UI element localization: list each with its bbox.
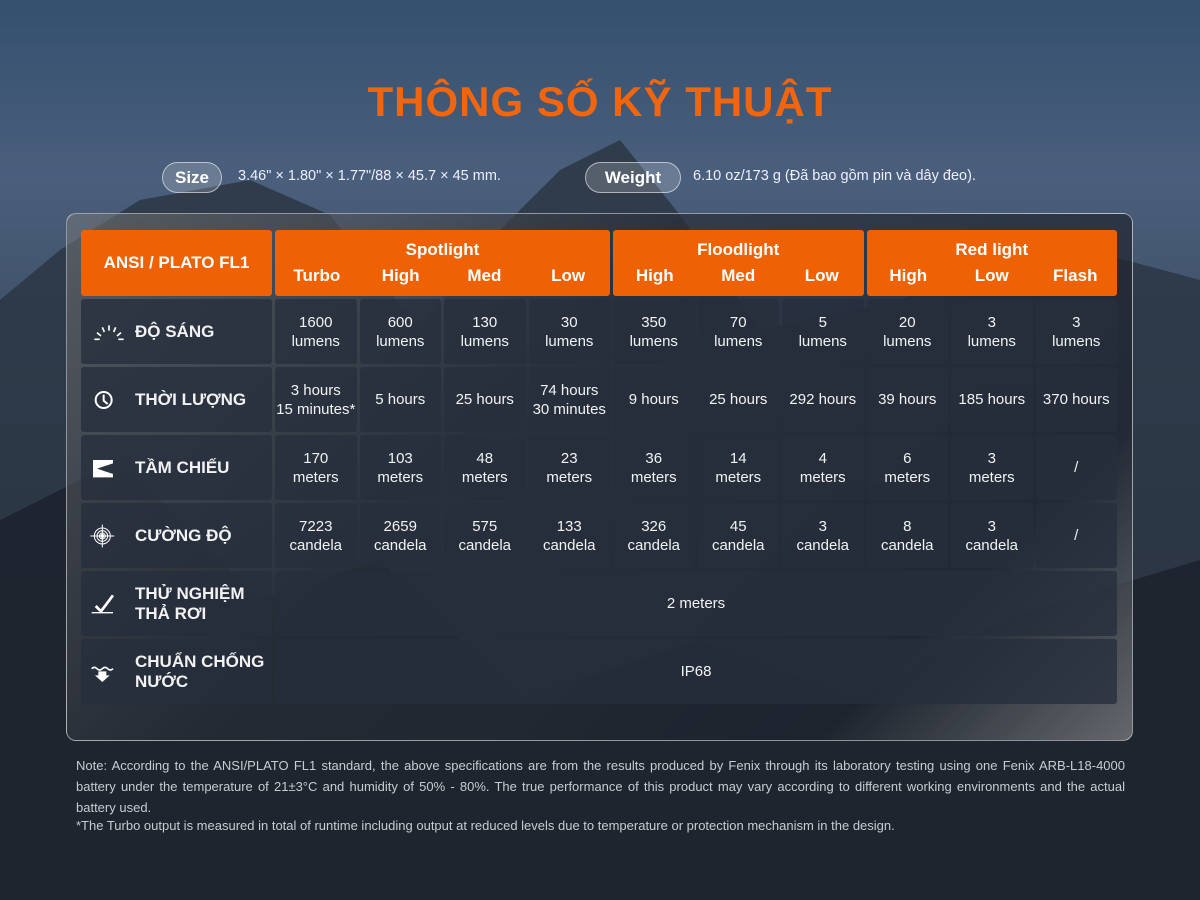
table-cell: 25 hours bbox=[444, 367, 526, 432]
table-cell: 370 hours bbox=[1035, 367, 1117, 432]
note: Note: According to the ANSI/PLATO FL1 st… bbox=[76, 758, 1125, 815]
table-cell: 3 lumens bbox=[1035, 299, 1117, 364]
row-label-text: ĐỘ SÁNG bbox=[135, 321, 215, 341]
impact-value: 2 meters bbox=[275, 571, 1117, 636]
mode-label: High bbox=[635, 266, 674, 285]
table-cell: 25 hours bbox=[697, 367, 779, 432]
row-label: TẦM CHIẾU bbox=[81, 435, 272, 500]
table-cell: 103 meters bbox=[359, 435, 441, 500]
clock-icon bbox=[94, 390, 113, 409]
mode-label: Low bbox=[551, 266, 586, 285]
table-cell: 170 meters bbox=[275, 435, 357, 500]
table-cell: 2659 candela bbox=[359, 503, 441, 568]
table-cell: 185 hours bbox=[951, 367, 1033, 432]
mode-label: High bbox=[381, 266, 420, 285]
row-label-text: CƯỜNG ĐỘ bbox=[135, 525, 232, 545]
row-label-text: CHUẨN CHỐNG NƯỚC bbox=[135, 651, 265, 691]
drop-test-icon bbox=[91, 594, 115, 613]
mode-label: Flash bbox=[1053, 266, 1098, 285]
table-cell: 23 meters bbox=[528, 435, 610, 500]
header-group-floodlight: Floodlight High Med Low bbox=[613, 230, 864, 296]
mode-label: Low bbox=[974, 266, 1009, 285]
table-cell: 3 candela bbox=[782, 503, 864, 568]
table-cell: 45 candela bbox=[697, 503, 779, 568]
group-title: Red light bbox=[955, 240, 1029, 259]
mode-labels: High Low Flash bbox=[867, 266, 1118, 286]
table-cell: 14 meters bbox=[697, 435, 779, 500]
table-cell: 36 meters bbox=[613, 435, 695, 500]
mode-label: Turbo bbox=[293, 266, 341, 285]
table-cell: 30 lumens bbox=[528, 299, 610, 364]
weight-value: 6.10 oz/173 g (Đã bao gồm pin và dây đeo… bbox=[693, 168, 976, 184]
header-group-red-light: Red light High Low Flash bbox=[866, 230, 1118, 296]
header-group-spotlight: Spotlight Turbo High Med Low bbox=[275, 230, 610, 296]
mode-labels: Turbo High Med Low bbox=[275, 266, 610, 286]
row-label: THỜI LƯỢNG bbox=[81, 367, 272, 432]
mode-label: Low bbox=[804, 266, 839, 285]
beam-distance-icon bbox=[93, 459, 113, 477]
mode-label: High bbox=[889, 266, 928, 285]
weight-label: Weight bbox=[585, 162, 681, 193]
table-cell: 74 hours 30 minutes bbox=[528, 367, 610, 432]
size-label: Size bbox=[162, 162, 222, 193]
table-cell: 7223 candela bbox=[275, 503, 357, 568]
table-cell: 350 lumens bbox=[613, 299, 695, 364]
row-label-text: THỜI LƯỢNG bbox=[135, 389, 247, 409]
table-cell: 70 lumens bbox=[697, 299, 779, 364]
row-label-text: TẦM CHIẾU bbox=[135, 457, 230, 477]
table-cell: 6 meters bbox=[866, 435, 948, 500]
mode-label: Med bbox=[721, 266, 756, 285]
table-cell: 3 lumens bbox=[951, 299, 1033, 364]
page-title: THÔNG SỐ KỸ THUẬT bbox=[367, 78, 833, 125]
row-label: CHUẨN CHỐNG NƯỚC bbox=[81, 639, 272, 704]
group-title: Spotlight bbox=[405, 240, 480, 259]
size-value: 3.46" × 1.80" × 1.77"/88 × 45.7 × 45 mm. bbox=[238, 168, 501, 184]
mode-label: Med bbox=[467, 266, 502, 285]
target-icon bbox=[90, 524, 115, 547]
table-cell: 3 hours 15 minutes* bbox=[275, 367, 357, 432]
table-cell: 292 hours bbox=[782, 367, 864, 432]
table-cell: 3 candela bbox=[951, 503, 1033, 568]
row-label: THỬ NGHIỆM THẢ RƠI bbox=[81, 571, 272, 636]
table-cell: 133 candela bbox=[528, 503, 610, 568]
table-cell: / bbox=[1035, 503, 1117, 568]
table-cell: 20 lumens bbox=[866, 299, 948, 364]
mode-labels: High Med Low bbox=[613, 266, 864, 286]
sun-rays-icon bbox=[94, 324, 124, 340]
table-cell: 600 lumens bbox=[359, 299, 441, 364]
table-cell: 3 meters bbox=[951, 435, 1033, 500]
row-label: CƯỜNG ĐỘ bbox=[81, 503, 272, 568]
table-cell: 5 hours bbox=[359, 367, 441, 432]
table-cell: 39 hours bbox=[866, 367, 948, 432]
spec-table: ANSI / PLATO FL1 Spotlight Turbo High Med Lo… bbox=[81, 230, 1117, 704]
table-cell: 575 candela bbox=[444, 503, 526, 568]
row-label: ĐỘ SÁNG bbox=[81, 299, 272, 364]
table-cell: 1600 lumens bbox=[275, 299, 357, 364]
table-cell: 5 lumens bbox=[782, 299, 864, 364]
table-cell: 9 hours bbox=[613, 367, 695, 432]
table-corner-header: ANSI / PLATO FL1 bbox=[81, 230, 272, 296]
water-value: IP68 bbox=[275, 639, 1117, 704]
table-cell: 48 meters bbox=[444, 435, 526, 500]
table-cell: 326 candela bbox=[613, 503, 695, 568]
group-title: Floodlight bbox=[697, 240, 780, 259]
waterproof-icon bbox=[91, 666, 114, 682]
table-cell: 4 meters bbox=[782, 435, 864, 500]
row-label-text: THỬ NGHIỆM THẢ RƠI bbox=[135, 583, 245, 623]
footnote: *The Turbo output is measured in total o… bbox=[76, 818, 895, 833]
table-cell: 8 candela bbox=[866, 503, 948, 568]
table-cell: / bbox=[1035, 435, 1117, 500]
table-cell: 130 lumens bbox=[444, 299, 526, 364]
